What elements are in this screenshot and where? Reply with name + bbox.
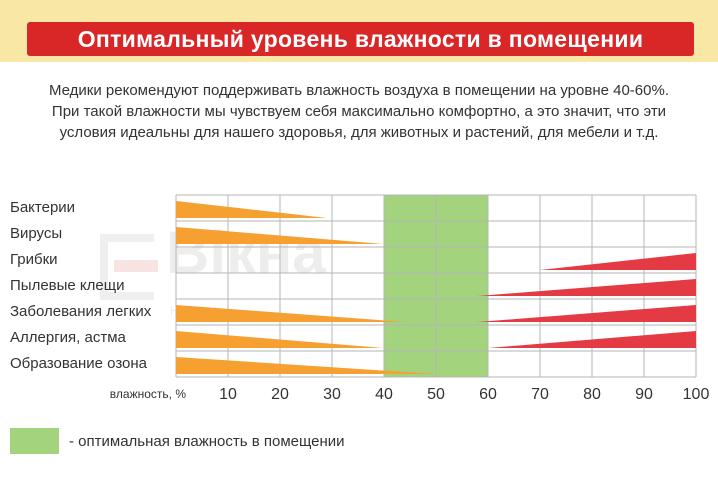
x-tick-label: 50 <box>427 386 445 403</box>
high-humidity-wedge <box>477 305 696 322</box>
intro-line-1: Медики рекомендуют поддерживать влажност… <box>49 82 669 99</box>
legend: - оптимальная влажность в помещении <box>10 428 345 454</box>
watermark-mark <box>100 234 154 300</box>
legend-optimal-swatch <box>10 428 59 454</box>
page-title: Оптимальный уровень влажности в помещени… <box>27 22 694 56</box>
x-tick-label: 80 <box>583 386 601 403</box>
x-tick-label: 70 <box>531 386 549 403</box>
category-label: Пылевые клещи <box>10 277 124 294</box>
high-humidity-wedge <box>488 331 696 348</box>
high-humidity-wedge <box>477 279 696 296</box>
x-tick-label: 30 <box>323 386 341 403</box>
intro-line-2: При такой влажности мы чувствуем себя ма… <box>51 103 667 120</box>
low-humidity-wedge <box>176 357 436 374</box>
low-humidity-wedge <box>176 227 384 244</box>
x-tick-label: 60 <box>479 386 497 403</box>
x-axis-title: влажность, % <box>110 387 187 401</box>
low-humidity-wedge <box>176 201 327 218</box>
category-label: Заболевания легких <box>10 303 152 320</box>
category-label: Бактерии <box>10 199 75 216</box>
high-humidity-wedge <box>540 253 696 270</box>
x-tick-label: 40 <box>375 386 393 403</box>
intro-line-3: условия идеальны для нашего здоровья, дл… <box>59 124 659 141</box>
category-label: Вирусы <box>10 225 62 242</box>
category-label: Образование озона <box>10 355 148 372</box>
legend-optimal-label: - оптимальная влажность в помещении <box>69 432 345 450</box>
low-humidity-wedge <box>176 305 405 322</box>
x-tick-label: 20 <box>271 386 289 403</box>
intro-text: Медики рекомендуют поддерживать влажност… <box>6 80 712 143</box>
category-label: Грибки <box>10 251 58 268</box>
low-humidity-wedge <box>176 331 384 348</box>
x-tick-label: 90 <box>635 386 653 403</box>
category-label: Аллергия, астма <box>10 329 127 346</box>
x-tick-label: 100 <box>683 386 710 403</box>
x-tick-label: 10 <box>219 386 237 403</box>
watermark-bar <box>114 260 158 272</box>
humidity-chart: Бактерии Вирусы Грибки Пылевые клещи Заболев… <box>10 194 710 403</box>
